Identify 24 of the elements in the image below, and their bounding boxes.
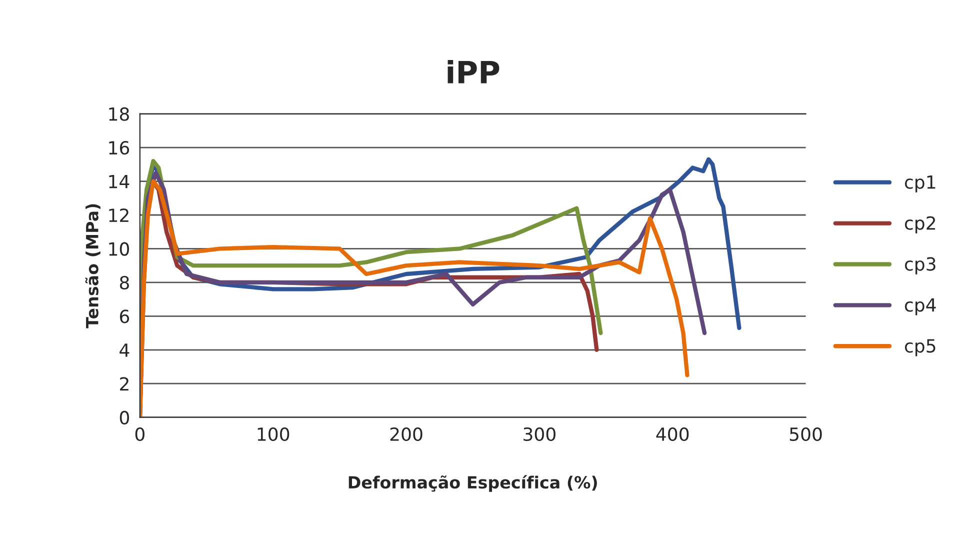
legend-label: cp3 xyxy=(904,257,936,274)
legend-label: cp5 xyxy=(904,339,936,356)
y-tick-label: 4 xyxy=(120,344,130,357)
y-tick-label: 2 xyxy=(120,377,128,390)
x-tick-label: 400 xyxy=(656,427,689,442)
y-tick-label: 10 xyxy=(109,242,130,256)
y-tick-label: 6 xyxy=(120,310,130,324)
y-tick-label: 8 xyxy=(120,276,129,290)
y-axis-title: Tensão (MPa) xyxy=(85,204,100,328)
y-tick-label: 12 xyxy=(109,208,128,222)
legend-label: cp1 xyxy=(904,176,936,192)
chart-title: iPP xyxy=(448,60,500,84)
x-tick-label: 300 xyxy=(524,427,556,442)
y-tick-label: 0 xyxy=(120,410,130,424)
legend-label: cp2 xyxy=(904,216,936,234)
x-tick-label: 200 xyxy=(390,427,422,442)
x-axis-title: Deformação Específica (%) xyxy=(348,475,597,492)
x-tick-label: 0 xyxy=(135,427,144,442)
legend-label: cp4 xyxy=(904,298,936,316)
x-tick-label: 500 xyxy=(790,427,822,442)
y-tick-label: 16 xyxy=(109,141,130,155)
x-tick-label: 100 xyxy=(258,427,290,442)
y-tick-label: 14 xyxy=(109,174,130,188)
y-tick-label: 18 xyxy=(109,107,129,121)
